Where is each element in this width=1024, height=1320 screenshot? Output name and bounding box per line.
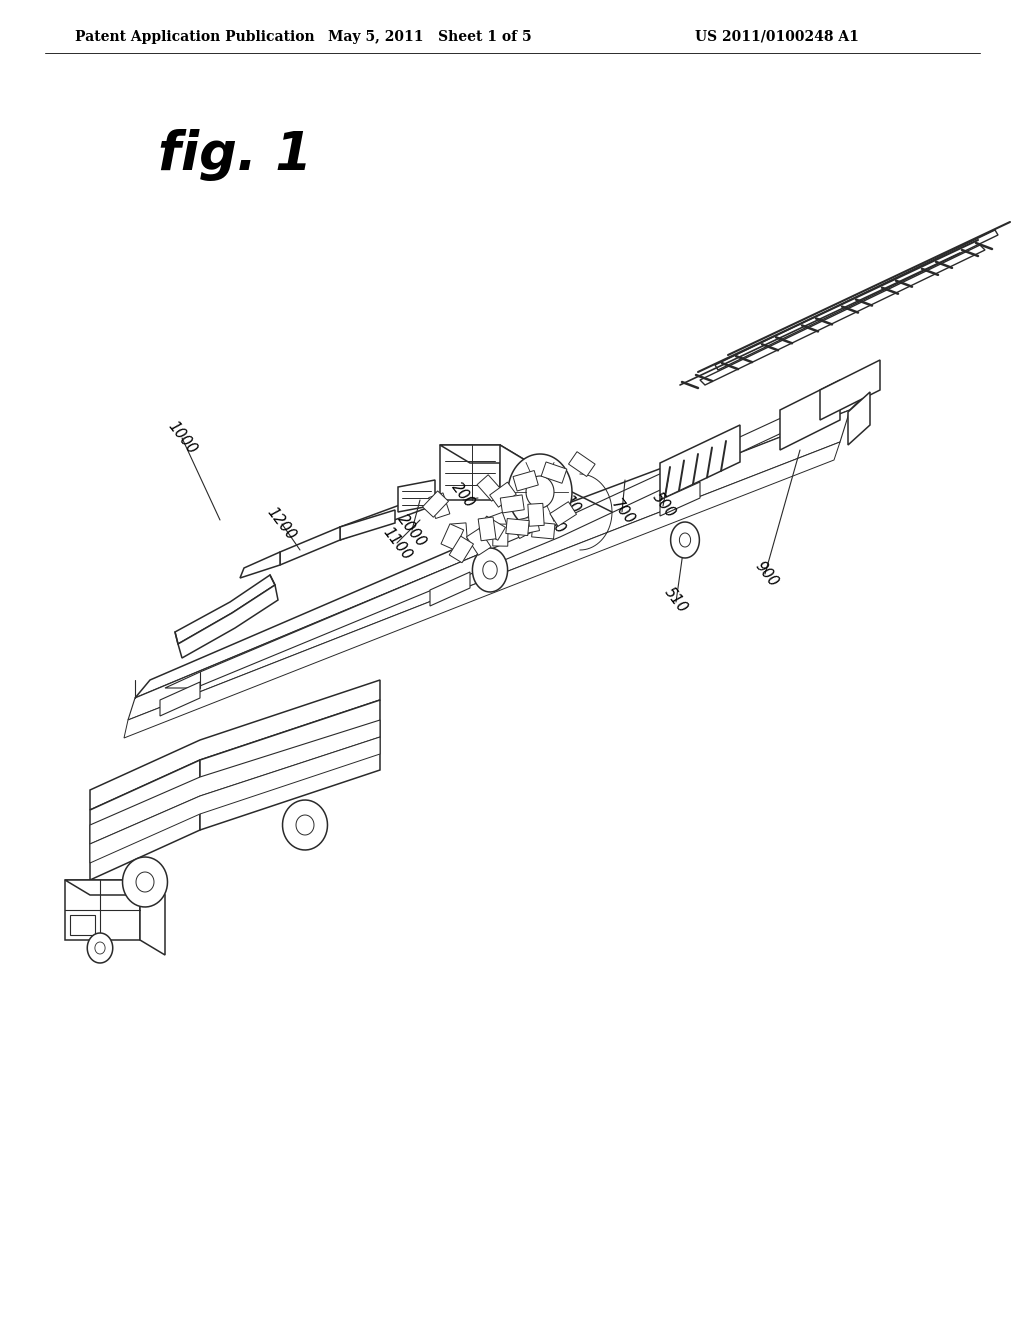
Polygon shape [440,445,500,500]
Polygon shape [430,572,470,606]
Text: 10: 10 [560,492,583,516]
Polygon shape [489,482,516,507]
Polygon shape [423,491,449,517]
Polygon shape [283,800,328,850]
Text: 1000: 1000 [165,418,200,458]
Polygon shape [178,585,278,657]
Polygon shape [477,475,503,502]
Polygon shape [160,682,200,715]
Polygon shape [500,445,530,516]
Polygon shape [70,915,95,935]
Polygon shape [848,392,870,445]
Text: 100: 100 [526,502,555,533]
Text: 200: 200 [449,479,477,511]
Polygon shape [671,521,699,558]
Polygon shape [95,942,105,954]
Polygon shape [700,246,985,385]
Text: 600: 600 [539,506,567,537]
Polygon shape [479,516,506,540]
Polygon shape [550,502,577,527]
Polygon shape [568,451,595,477]
Polygon shape [429,492,450,519]
Polygon shape [123,857,168,907]
Polygon shape [501,495,524,513]
Text: 500: 500 [649,490,678,521]
Polygon shape [90,760,200,880]
Polygon shape [135,389,870,698]
Polygon shape [660,482,700,516]
Text: 700: 700 [608,496,637,528]
Polygon shape [515,516,540,535]
Polygon shape [240,552,280,578]
Polygon shape [541,462,567,483]
Polygon shape [128,411,850,719]
Polygon shape [820,360,880,420]
Polygon shape [526,477,554,508]
Polygon shape [340,510,395,540]
Polygon shape [780,380,840,450]
Polygon shape [527,503,544,527]
Text: 900: 900 [752,558,780,590]
Polygon shape [513,515,539,539]
Polygon shape [165,400,820,688]
Polygon shape [441,524,464,550]
Polygon shape [90,680,380,810]
Polygon shape [175,576,275,644]
Polygon shape [478,517,496,541]
Polygon shape [280,527,340,565]
Text: 510: 510 [662,585,690,616]
Text: 1200: 1200 [264,504,299,544]
Polygon shape [65,880,165,895]
Text: 2000: 2000 [394,511,429,550]
Polygon shape [124,442,840,738]
Polygon shape [660,425,740,500]
Polygon shape [508,454,572,531]
Polygon shape [296,814,314,836]
Polygon shape [450,536,473,562]
Text: May 5, 2011   Sheet 1 of 5: May 5, 2011 Sheet 1 of 5 [328,30,531,44]
Polygon shape [715,230,998,370]
Text: US 2011/0100248 A1: US 2011/0100248 A1 [695,30,859,44]
Polygon shape [451,523,468,546]
Polygon shape [87,933,113,964]
Polygon shape [472,548,508,591]
Polygon shape [531,521,555,539]
Polygon shape [513,470,539,491]
Polygon shape [398,480,435,512]
Polygon shape [65,880,140,940]
Text: 1100: 1100 [380,524,415,564]
Polygon shape [493,524,508,546]
Polygon shape [488,512,510,539]
Polygon shape [90,737,380,863]
Polygon shape [340,492,435,540]
Polygon shape [679,533,690,546]
Polygon shape [140,880,165,954]
Polygon shape [467,528,492,556]
Polygon shape [200,700,380,830]
Text: Patent Application Publication: Patent Application Publication [75,30,314,44]
Text: fig. 1: fig. 1 [158,129,312,181]
Polygon shape [136,873,154,892]
Polygon shape [90,719,380,843]
Polygon shape [482,561,498,579]
Polygon shape [440,445,530,463]
Polygon shape [506,519,529,536]
